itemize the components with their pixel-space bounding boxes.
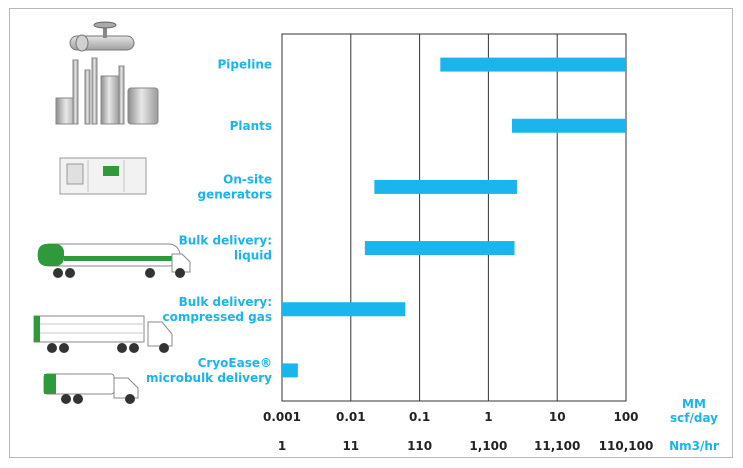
bar-0 [440,57,626,72]
x-tick-label-secondary: 110,100 [599,439,654,453]
category-label: Bulk delivery: liquid [179,234,272,263]
unit-label-primary: MM scf/day [670,397,718,425]
compressed-gas-truck-icon [33,315,173,353]
bar-5 [282,363,298,378]
category-label: Pipeline [217,58,272,72]
x-tick-label-secondary: 1,100 [469,439,507,453]
chart-frame [9,8,733,458]
plant-icon [55,57,159,125]
generator-icon [59,157,147,195]
pipeline-icon [69,21,135,52]
category-label: CryoEase® microbulk delivery [146,356,272,385]
category-label: Plants [230,119,272,133]
unit-label-secondary: Nm3/hr [669,439,719,453]
x-tick-label: 100 [613,410,638,424]
bar-2 [374,179,517,194]
category-label: On-site generators [198,172,272,201]
x-tick-label-secondary: 110 [407,439,432,453]
x-tick-label-secondary: 1 [278,439,286,453]
x-tick-label: 0.001 [263,410,301,424]
x-tick-label: 10 [549,410,566,424]
plot-area-border [281,33,627,402]
x-tick-label-secondary: 11 [342,439,359,453]
liquid-tanker-truck-icon [37,243,191,278]
bar-1 [511,118,626,133]
category-label: Bulk delivery: compressed gas [162,295,272,324]
x-tick-label: 0.01 [336,410,366,424]
x-tick-label: 0.1 [409,410,430,424]
bar-3 [364,241,515,256]
x-tick-label-secondary: 11,100 [534,439,580,453]
bar-4 [282,302,406,317]
microbulk-truck-icon [43,373,139,404]
x-tick-label: 1 [484,410,492,424]
